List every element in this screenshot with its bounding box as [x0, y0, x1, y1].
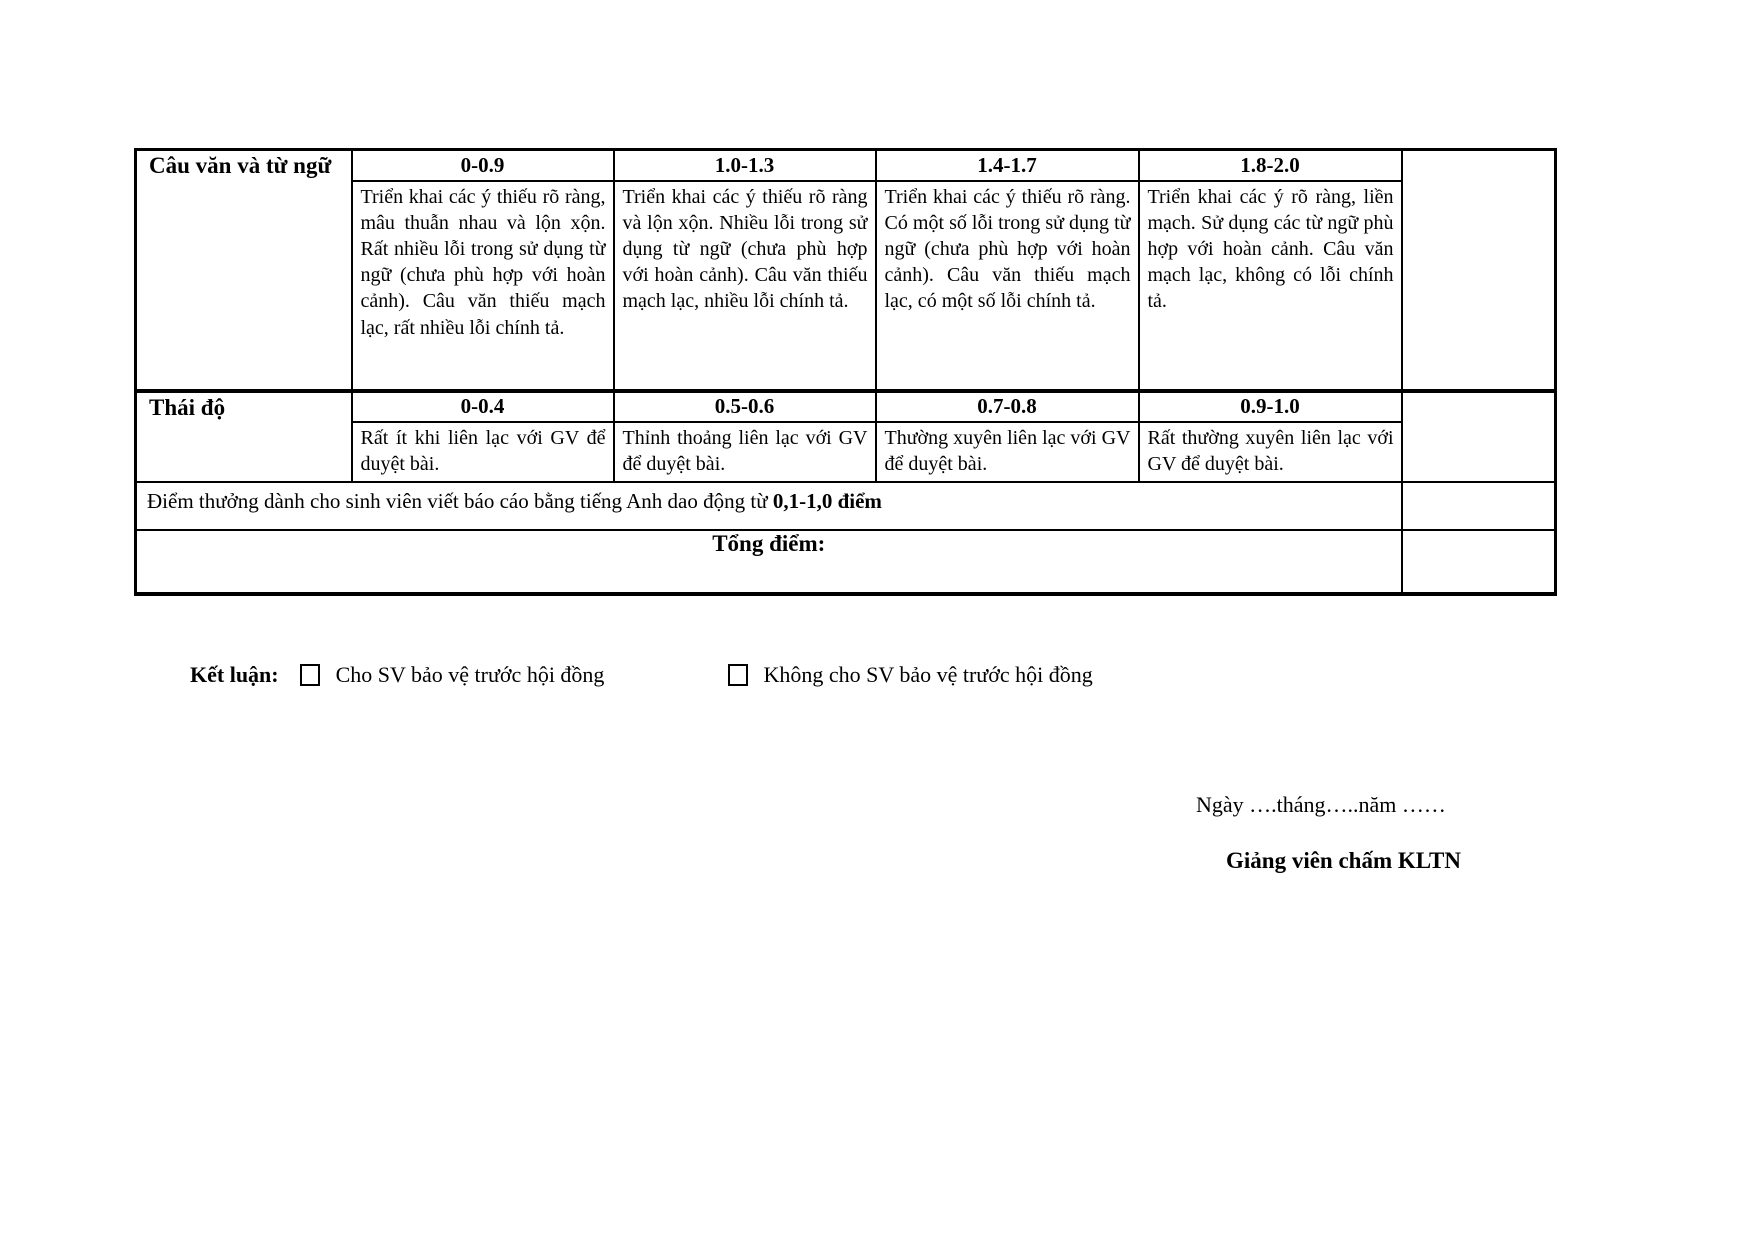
checkbox-approve-defense[interactable] [300, 664, 321, 686]
score-band: 0.7-0.8 [874, 388, 1140, 423]
bonus-range: 0,1-1,0 điểm [772, 488, 882, 513]
score-entry-cell-bonus [1400, 480, 1557, 531]
rubric-description: Rất thường xuyên liên lạc với GV để duyệ… [1137, 420, 1403, 483]
bonus-row: Điểm thưởng dành cho sinh viên viết báo … [134, 480, 1557, 531]
score-entry-cell-total [1400, 528, 1557, 595]
band-row-attitude: Thái độ 0-0.4 0.5-0.6 0.7-0.8 0.9-1.0 [134, 388, 1557, 483]
score-band: 1.8-2.0 [1137, 148, 1403, 182]
score-band: 0.9-1.0 [1137, 388, 1403, 423]
score-band: 1.0-1.3 [612, 148, 877, 182]
bonus-text-cell: Điểm thưởng dành cho sinh viên viết báo … [134, 480, 1403, 531]
rubric-description: Rất ít khi liên lạc với GV để duyệt bài. [350, 420, 615, 483]
rubric-description: Triển khai các ý thiếu rõ ràng và lộn xộ… [612, 179, 877, 392]
conclusion-line: Kết luận: Cho SV bảo vệ trước hội đồng K… [190, 662, 1093, 688]
score-entry-cell-attitude [1400, 388, 1557, 483]
criterion-label-attitude: Thái độ [134, 388, 353, 483]
rubric-description: Thỉnh thoảng liên lạc với GV để duyệt bà… [612, 420, 877, 483]
total-score-label: Tổng điểm: [134, 528, 1403, 595]
conclusion-label: Kết luận: [190, 662, 279, 687]
score-band: 0-0.4 [350, 388, 615, 423]
score-entry-cell-sentence [1400, 148, 1557, 392]
description-row-sentence: Triển khai các ý thiếu rõ ràng, mâu thuẫ… [136, 179, 1556, 392]
score-band: 1.4-1.7 [874, 148, 1140, 182]
criterion-label-sentence: Câu văn và từ ngữ [134, 148, 353, 392]
rubric-description: Triển khai các ý thiếu rõ ràng, mâu thuẫ… [350, 179, 615, 392]
checkbox-reject-defense[interactable] [727, 664, 748, 686]
rubric-description: Triển khai các ý rõ ràng, liền mạch. Sử … [1137, 179, 1403, 392]
score-band: 0.5-0.6 [612, 388, 877, 423]
conclusion-option-approve: Cho SV bảo vệ trước hội đồng [335, 662, 605, 687]
grading-rubric-table: Câu văn và từ ngữ 0-0.9 1.0-1.3 1.4-1.7 … [134, 148, 1557, 596]
date-line: Ngày ….tháng…..năm …… [1196, 792, 1446, 817]
score-band: 0-0.9 [350, 148, 615, 182]
signer-title: Giảng viên chấm KLTN [1226, 848, 1461, 873]
rubric-description: Thường xuyên liên lạc với GV để duyệt bà… [874, 420, 1140, 483]
total-row: Tổng điểm: [134, 528, 1557, 595]
band-row-sentence: Câu văn và từ ngữ 0-0.9 1.0-1.3 1.4-1.7 … [134, 148, 1557, 392]
bonus-text: Điểm thưởng dành cho sinh viên viết báo … [147, 488, 773, 513]
rubric-description: Triển khai các ý thiếu rõ ràng. Có một s… [874, 179, 1140, 392]
description-row-attitude: Rất ít khi liên lạc với GV để duyệt bài.… [136, 420, 1556, 483]
conclusion-option-reject: Không cho SV bảo vệ trước hội đồng [763, 662, 1093, 687]
